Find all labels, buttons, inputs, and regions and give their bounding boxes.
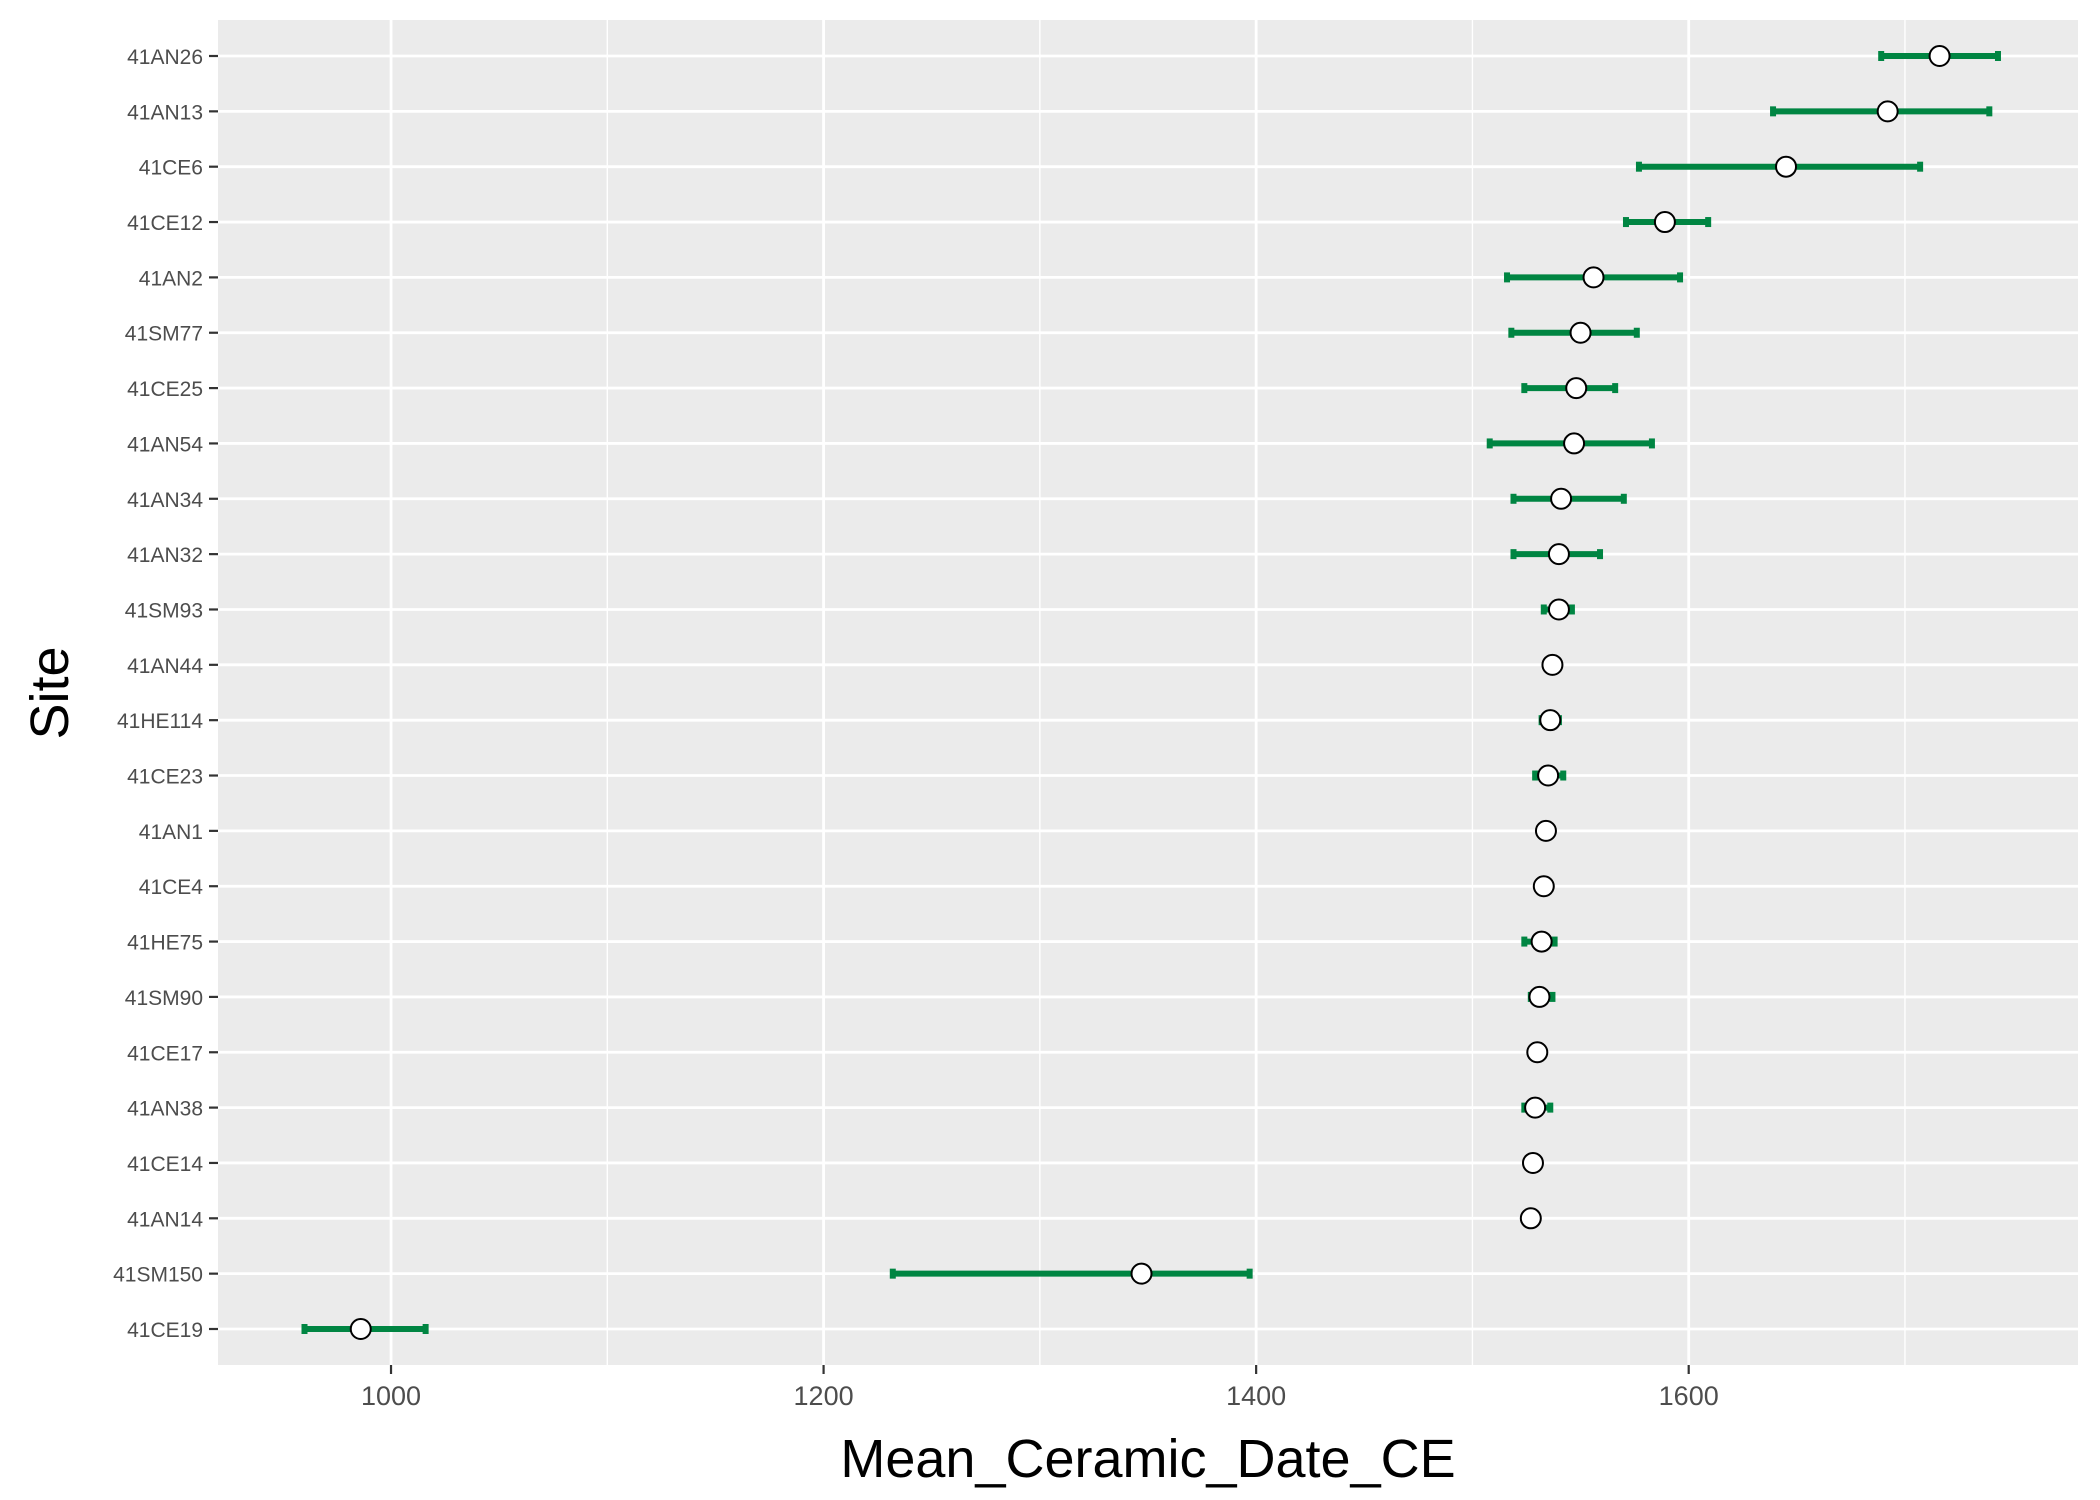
y-axis: 41AN26 41AN13 41CE6 41CE12 41AN2 41SM77 41CE25…	[113, 46, 218, 1342]
mean-points	[349, 45, 1951, 1340]
minor-gridlines	[606, 20, 1906, 1365]
x-tick-label: 1400	[1226, 1381, 1286, 1411]
data-point	[1876, 100, 1899, 123]
y-tick-label: 41AN32	[127, 544, 203, 567]
data-point	[1547, 598, 1570, 621]
y-tick-label: 41AN44	[127, 655, 203, 678]
data-point	[1521, 1151, 1544, 1174]
data-point	[1565, 377, 1588, 400]
data-point	[1530, 930, 1553, 953]
x-axis-title: Mean_Ceramic_Date_CE	[840, 1429, 1455, 1489]
y-axis-title: Site	[20, 646, 80, 739]
data-point	[1928, 45, 1951, 67]
plot-panel	[218, 20, 2078, 1365]
data-point	[1130, 1262, 1153, 1285]
y-tick-label: 41AN14	[127, 1208, 203, 1231]
y-tick-label: 41AN26	[127, 46, 203, 69]
x-tick-label: 1000	[361, 1381, 421, 1411]
y-tick-label: 41CE25	[127, 378, 203, 401]
error-bar	[889, 1268, 1253, 1279]
x-tick-label: 1200	[794, 1381, 854, 1411]
data-point	[1541, 653, 1564, 676]
data-point	[1539, 709, 1562, 732]
data-point	[1547, 543, 1570, 566]
y-tick-label: 41SM150	[113, 1264, 203, 1287]
y-tick-label: 41CE4	[139, 876, 204, 899]
y-tick-label: 41AN54	[127, 433, 203, 456]
y-tick-label: 41HE75	[127, 932, 203, 955]
y-tick-label: 41AN2	[139, 267, 203, 290]
y-tick-label: 41SM90	[125, 987, 203, 1010]
data-point	[1534, 819, 1557, 842]
data-point	[349, 1318, 372, 1340]
y-tick-label: 41AN13	[127, 101, 203, 124]
y-tick-label: 41CE23	[127, 766, 203, 789]
y-tick-label: 41AN1	[139, 821, 203, 844]
y-tick-label: 41HE114	[117, 710, 203, 733]
y-tick-label: 41SM93	[125, 599, 203, 622]
data-point	[1526, 1041, 1549, 1064]
data-point	[1653, 211, 1676, 234]
data-point	[1569, 321, 1592, 344]
data-point	[1550, 487, 1573, 510]
y-tick-label: 41AN34	[127, 489, 203, 512]
y-tick-label: 41CE6	[139, 157, 203, 180]
y-tick-label: 41CE19	[127, 1319, 203, 1342]
y-tick-label: 41CE12	[127, 212, 203, 235]
data-point	[1537, 764, 1560, 787]
data-point	[1775, 155, 1798, 178]
y-tick-label: 41AN38	[127, 1098, 203, 1121]
y-tick-label: 41CE17	[127, 1042, 203, 1065]
data-point	[1563, 432, 1586, 455]
data-point	[1582, 266, 1605, 289]
x-axis: 1000 1200 1400 1600	[361, 1365, 1719, 1411]
y-tick-label: 41CE14	[127, 1153, 203, 1176]
data-point	[1532, 875, 1555, 898]
data-point	[1528, 985, 1551, 1008]
y-tick-label: 41SM77	[125, 323, 203, 346]
x-tick-label: 1600	[1659, 1381, 1719, 1411]
data-point	[1524, 1096, 1547, 1119]
data-point	[1519, 1207, 1542, 1230]
